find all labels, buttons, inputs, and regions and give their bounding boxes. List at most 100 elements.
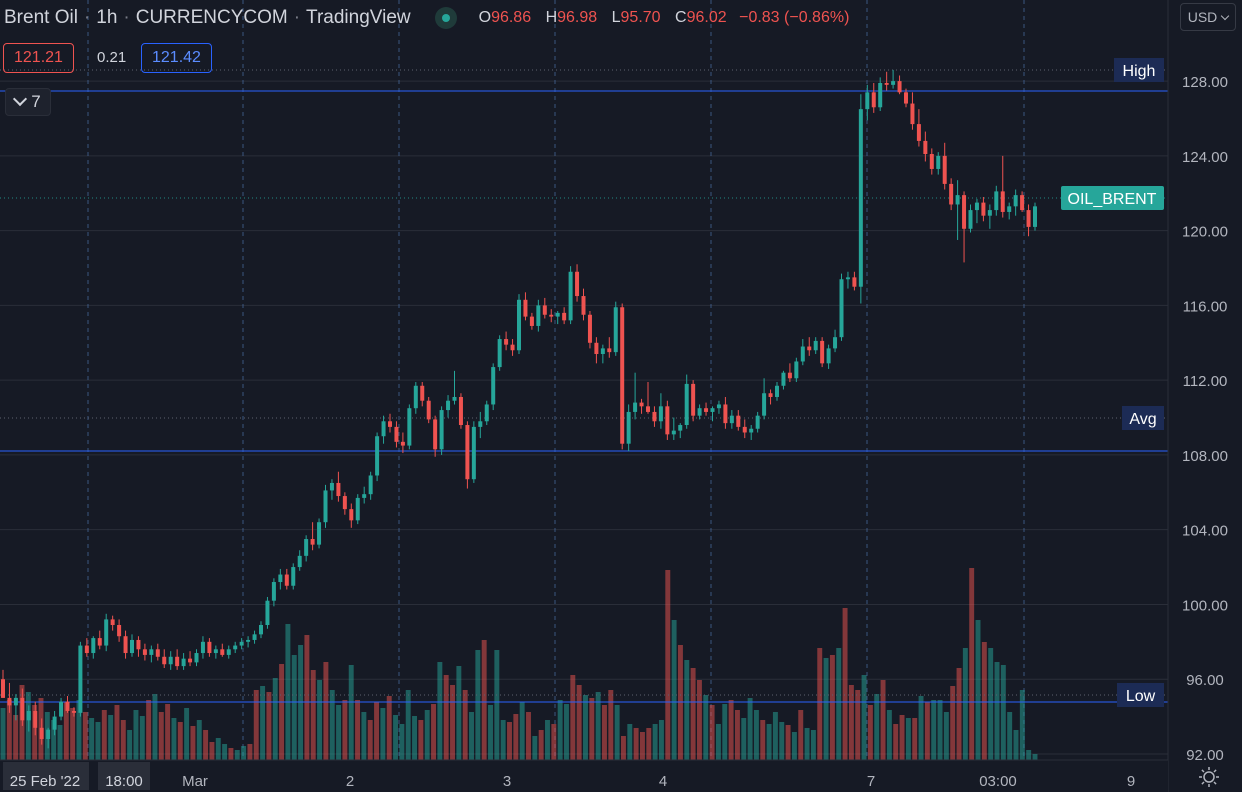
market-open-dot xyxy=(441,14,450,22)
candle xyxy=(562,307,567,325)
candle-body xyxy=(1,679,5,698)
candle xyxy=(123,630,128,659)
candle-body xyxy=(775,385,779,397)
volume-bar xyxy=(177,722,183,760)
volume-bar xyxy=(583,695,588,760)
candle-body xyxy=(52,716,57,730)
candle-body xyxy=(368,475,373,495)
candle-body xyxy=(994,191,999,211)
sell-price-button[interactable]: 121.21 xyxy=(3,43,74,73)
candle xyxy=(130,634,134,657)
candle-body xyxy=(33,710,38,728)
candle-body xyxy=(845,277,850,280)
candle xyxy=(278,568,283,590)
candle-body xyxy=(684,383,689,426)
candle-body xyxy=(259,625,263,635)
volume-bar xyxy=(715,724,721,760)
candle-body xyxy=(355,497,360,521)
candle xyxy=(284,568,289,590)
time-axis xyxy=(0,760,1168,792)
candle xyxy=(845,271,850,289)
candle-body xyxy=(39,727,44,740)
candle xyxy=(336,471,341,502)
x-tick-label: 3 xyxy=(503,773,511,790)
candle xyxy=(1,669,5,698)
candle-body xyxy=(1013,195,1018,207)
market-status-icon[interactable] xyxy=(434,7,457,29)
volume-bar xyxy=(652,724,658,760)
candle-body xyxy=(852,277,857,287)
x-tick-label: 03:00 xyxy=(979,773,1017,790)
candle-body xyxy=(626,411,631,444)
indicators-toggle-button[interactable]: 7 xyxy=(5,88,51,116)
legend-separator: · xyxy=(123,7,130,28)
symbol-name[interactable]: Brent Oil xyxy=(4,7,78,28)
candles xyxy=(1,69,1037,749)
volume-bar xyxy=(684,660,690,760)
candle xyxy=(478,411,483,439)
volume-bar xyxy=(228,748,234,760)
volume-bar xyxy=(557,700,563,760)
candle-body xyxy=(117,625,122,637)
currency-selector[interactable]: USD xyxy=(1180,3,1236,31)
volume-bar xyxy=(443,675,449,760)
candle-body xyxy=(291,567,296,586)
volume-bar xyxy=(437,662,443,760)
volume-bar xyxy=(798,710,804,760)
candle-body xyxy=(265,600,270,626)
candle-body xyxy=(20,697,25,721)
volume-bar xyxy=(665,570,671,760)
candle xyxy=(84,638,89,657)
volume-bar xyxy=(513,714,519,760)
candle-body xyxy=(349,509,354,521)
interval-label[interactable]: 1h xyxy=(96,7,118,28)
volume-bar xyxy=(658,720,664,760)
volume-bar xyxy=(848,685,854,760)
volume-bar xyxy=(260,686,266,760)
candle-body xyxy=(929,154,934,169)
candle-body xyxy=(78,645,83,713)
candle xyxy=(613,301,618,356)
volume-bars xyxy=(0,568,1038,760)
candle-body xyxy=(916,124,921,141)
candle xyxy=(329,479,334,500)
candle xyxy=(355,494,360,525)
volume-bar xyxy=(931,700,937,760)
candle xyxy=(974,198,979,224)
candle-body xyxy=(97,638,102,646)
volume-bar xyxy=(538,730,544,760)
candle-body xyxy=(826,348,831,364)
volume-bar xyxy=(139,716,145,760)
volume-bar xyxy=(70,708,76,760)
volume-bar xyxy=(734,710,740,760)
volume-bar xyxy=(589,698,595,760)
candle-body xyxy=(130,639,134,654)
candle-body xyxy=(800,346,805,362)
volume-bar xyxy=(627,724,633,760)
candle-body xyxy=(575,271,580,297)
candle-body xyxy=(820,340,825,364)
candle-body xyxy=(704,408,709,412)
volume-bar xyxy=(867,705,873,760)
level-label-high: High xyxy=(1123,63,1156,80)
candle xyxy=(162,649,167,668)
candle xyxy=(71,707,76,717)
candle xyxy=(149,645,154,663)
symbol-tag-box xyxy=(1061,186,1164,210)
volume-bar xyxy=(418,720,424,760)
candle-body xyxy=(188,658,193,663)
buy-price-button[interactable]: 121.42 xyxy=(141,43,212,73)
candle-body xyxy=(691,383,696,416)
candle xyxy=(587,311,592,349)
level-label-box xyxy=(1114,58,1164,82)
candle xyxy=(542,297,547,319)
candle-body xyxy=(317,522,322,545)
volume-bar xyxy=(753,710,759,760)
volume-bar xyxy=(779,722,785,760)
candle-body xyxy=(304,539,309,556)
volume-bar xyxy=(32,705,38,760)
gear-icon[interactable] xyxy=(1198,766,1220,788)
candle xyxy=(820,337,825,368)
volume-bar xyxy=(766,724,772,760)
